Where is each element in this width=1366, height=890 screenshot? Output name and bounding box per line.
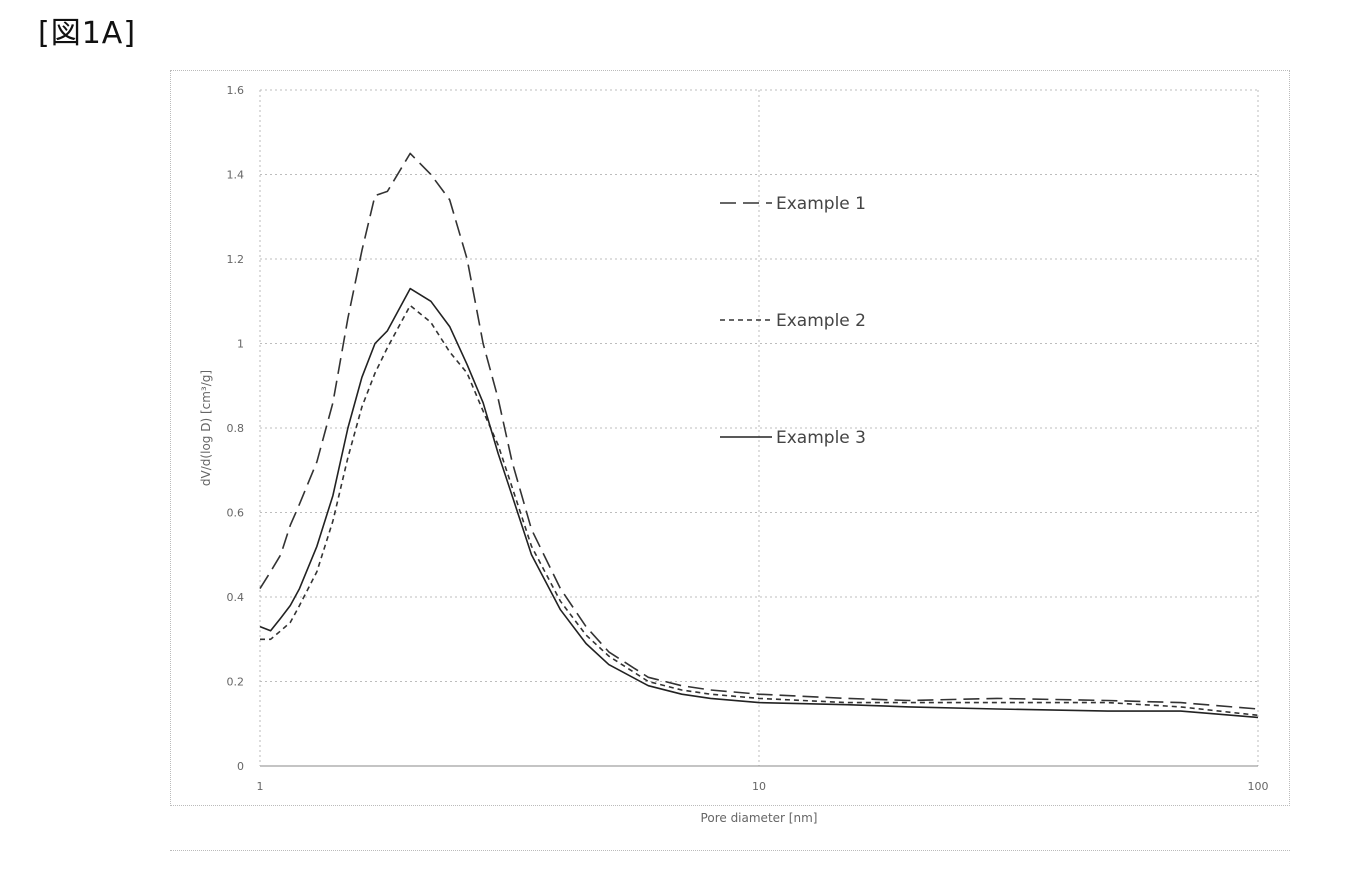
y-tick-label: 0.4 <box>227 591 245 604</box>
y-axis-label: dV/d(log D) [cm³/g] <box>199 370 213 486</box>
y-tick-label: 1.2 <box>227 253 245 266</box>
y-tick-label: 0.8 <box>227 422 245 435</box>
y-tick-label: 0.2 <box>227 676 245 689</box>
y-tick-label: 0 <box>237 760 244 773</box>
x-tick-label: 1 <box>257 780 264 793</box>
x-tick-label: 10 <box>752 780 766 793</box>
grid <box>259 89 1259 767</box>
series-line-3 <box>259 287 1259 719</box>
legend-label-2: Example 2 <box>776 311 866 331</box>
y-tick-label: 0.6 <box>227 507 245 520</box>
legend-label-3: Example 3 <box>776 428 866 448</box>
y-tick-label: 1.6 <box>227 84 245 97</box>
legend-label-1: Example 1 <box>776 194 866 214</box>
figure-label: [図1A] <box>38 16 137 51</box>
x-tick-label: 100 <box>1248 780 1269 793</box>
y-tick-label: 1.4 <box>227 169 245 182</box>
y-tick-label: 1 <box>237 338 244 351</box>
x-axis-label: Pore diameter [nm] <box>701 811 818 825</box>
series-line-1 <box>259 152 1259 710</box>
series <box>259 152 1259 719</box>
legend: Example 1 Example 2 Example 3 <box>720 194 866 448</box>
chart-frame <box>170 70 1290 806</box>
axes: 0 0.2 0.4 0.6 0.8 1 1.2 1.4 1.6 1 10 100 <box>227 84 1269 793</box>
bottom-divider <box>170 850 1290 851</box>
